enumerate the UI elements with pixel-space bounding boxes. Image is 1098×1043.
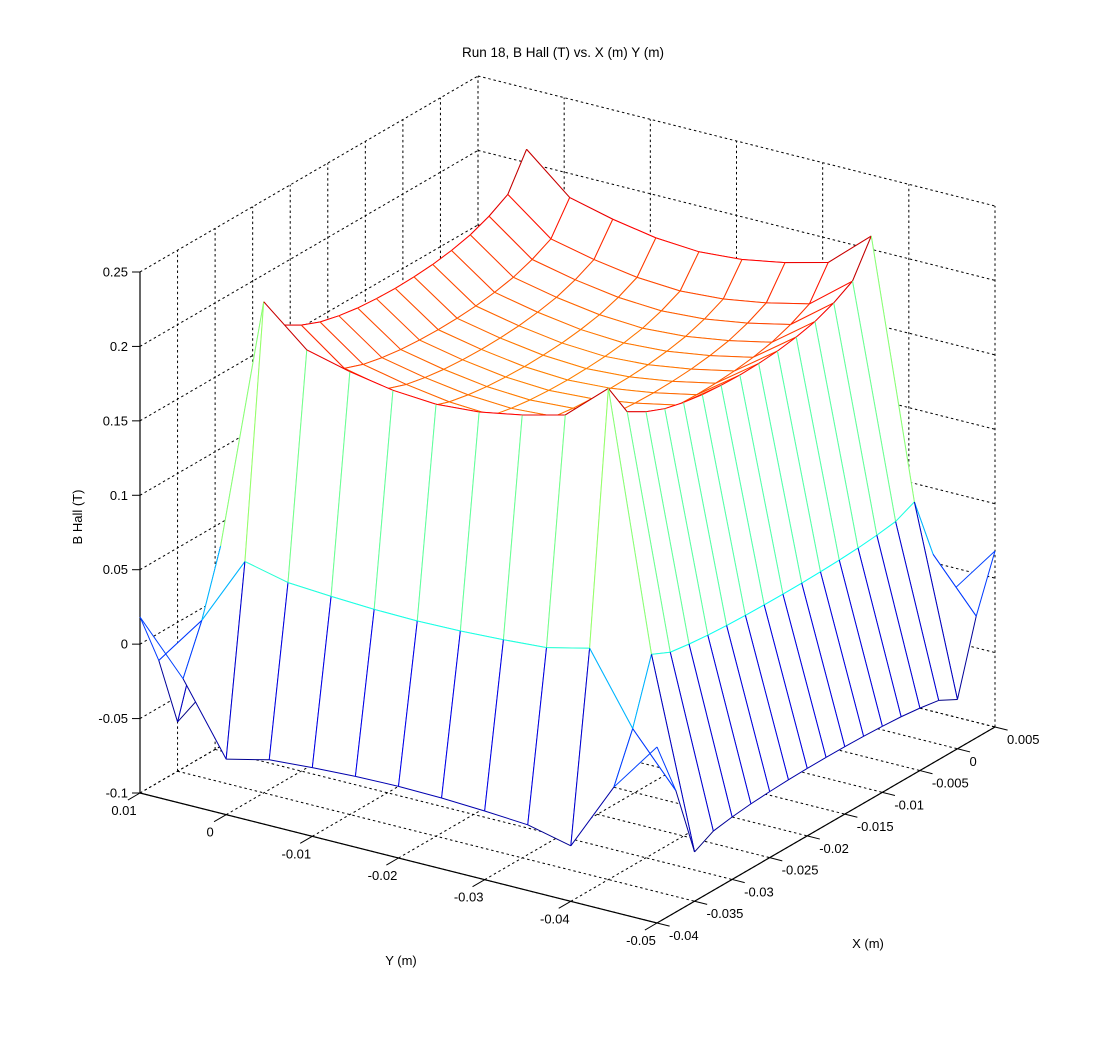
x-tick-label: 0 xyxy=(969,754,976,769)
z-tick-label: 0.2 xyxy=(110,339,128,354)
x-tick-label: -0.005 xyxy=(932,776,969,791)
surface-mesh xyxy=(140,149,995,852)
z-tick-label: 0.1 xyxy=(110,488,128,503)
x-tick-label: 0.005 xyxy=(1007,732,1040,747)
y-tick-label: -0.04 xyxy=(540,911,570,926)
y-axis-label: Y (m) xyxy=(385,953,417,968)
x-tick-label: -0.015 xyxy=(857,819,894,834)
x-tick-label: -0.025 xyxy=(782,863,819,878)
z-axis-label: B Hall (T) xyxy=(70,490,85,545)
z-tick-label: 0.05 xyxy=(103,562,128,577)
y-tick-label: -0.03 xyxy=(454,890,484,905)
z-tick-label: 0.25 xyxy=(103,264,128,279)
z-tick-label: 0.15 xyxy=(103,413,128,428)
y-tick-label: -0.02 xyxy=(368,868,398,883)
z-tick-label: 0 xyxy=(121,637,128,652)
z-tick-label: -0.05 xyxy=(98,711,128,726)
y-tick-label: -0.05 xyxy=(626,933,656,948)
y-tick-label: 0.01 xyxy=(111,803,136,818)
x-tick-label: -0.02 xyxy=(819,841,849,856)
y-tick-label: 0 xyxy=(207,825,214,840)
chart-title: Run 18, B Hall (T) vs. X (m) Y (m) xyxy=(462,45,664,60)
x-axis-label: X (m) xyxy=(852,936,884,951)
y-tick-label: -0.01 xyxy=(282,846,312,861)
x-tick-label: -0.03 xyxy=(744,884,774,899)
z-tick-label: -0.1 xyxy=(106,786,128,801)
x-tick-label: -0.035 xyxy=(707,906,744,921)
x-tick-label: -0.01 xyxy=(894,797,924,812)
x-tick-label: -0.04 xyxy=(669,928,699,943)
